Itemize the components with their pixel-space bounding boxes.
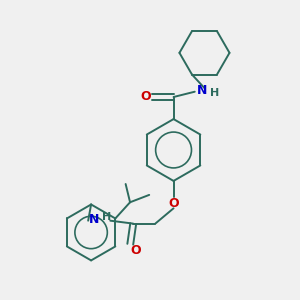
Text: N: N [89, 213, 99, 226]
Text: O: O [130, 244, 141, 256]
Text: H: H [102, 212, 111, 222]
Text: O: O [168, 197, 179, 210]
Text: N: N [197, 84, 208, 97]
Text: H: H [210, 88, 219, 98]
Text: O: O [141, 91, 151, 103]
